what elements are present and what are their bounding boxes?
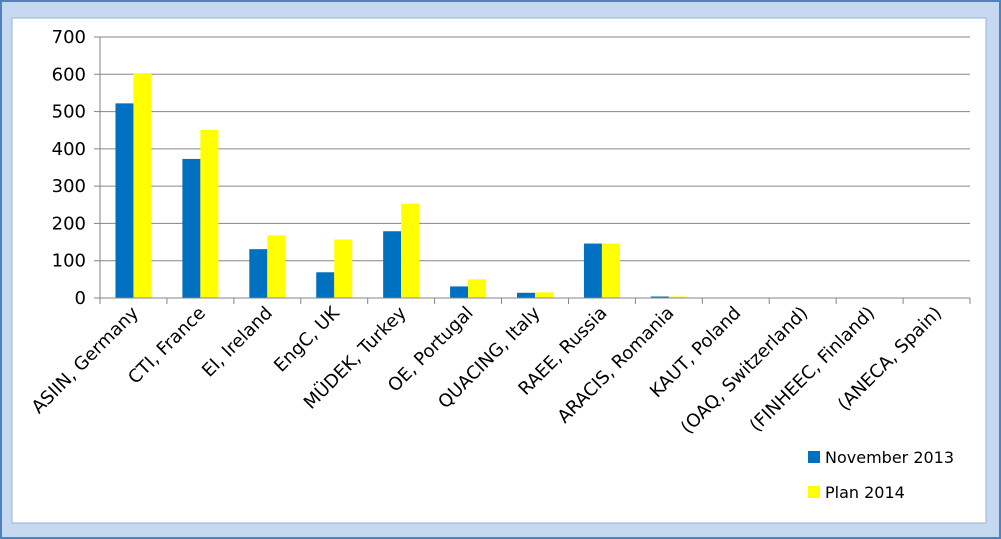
legend: November 2013 Plan 2014 [808,448,954,502]
y-tick-label: 100 [52,251,86,272]
bars [115,73,687,299]
y-tick-label: 0 [75,288,86,309]
bar-0-4 [383,231,402,298]
bar-0-7 [583,243,602,298]
bar-1-4 [401,203,420,298]
bar-1-7 [601,243,620,298]
y-tick-label: 200 [52,213,86,234]
bar-0-1 [182,158,201,298]
x-axis [99,37,971,304]
bar-1-8 [668,296,687,298]
legend-label-1: Plan 2014 [825,483,905,502]
bar-1-1 [200,129,219,298]
y-tick-label: 600 [52,64,86,85]
bar-0-2 [249,249,268,298]
chart-panel [11,17,987,524]
bar-1-5 [468,279,487,298]
legend-swatch-0 [808,451,820,463]
bar-0-6 [517,292,535,298]
y-tick-label: 400 [52,139,86,160]
y-tick-label: 500 [52,102,86,123]
y-axis-tick-labels: 0 100 200 300 400 500 600 700 [52,27,86,309]
bar-1-6 [535,292,553,298]
bar-0-5 [450,286,469,298]
bar-0-3 [316,272,335,298]
legend-label-0: November 2013 [825,448,954,467]
bar-0-0 [115,103,134,299]
y-tick-label: 300 [52,176,86,197]
y-tick-label: 700 [52,27,86,48]
bar-1-3 [334,239,353,298]
gridlines [94,36,970,299]
bar-1-2 [267,235,286,298]
bar-1-0 [133,73,152,298]
legend-swatch-1 [808,486,820,498]
bar-0-8 [650,296,669,298]
